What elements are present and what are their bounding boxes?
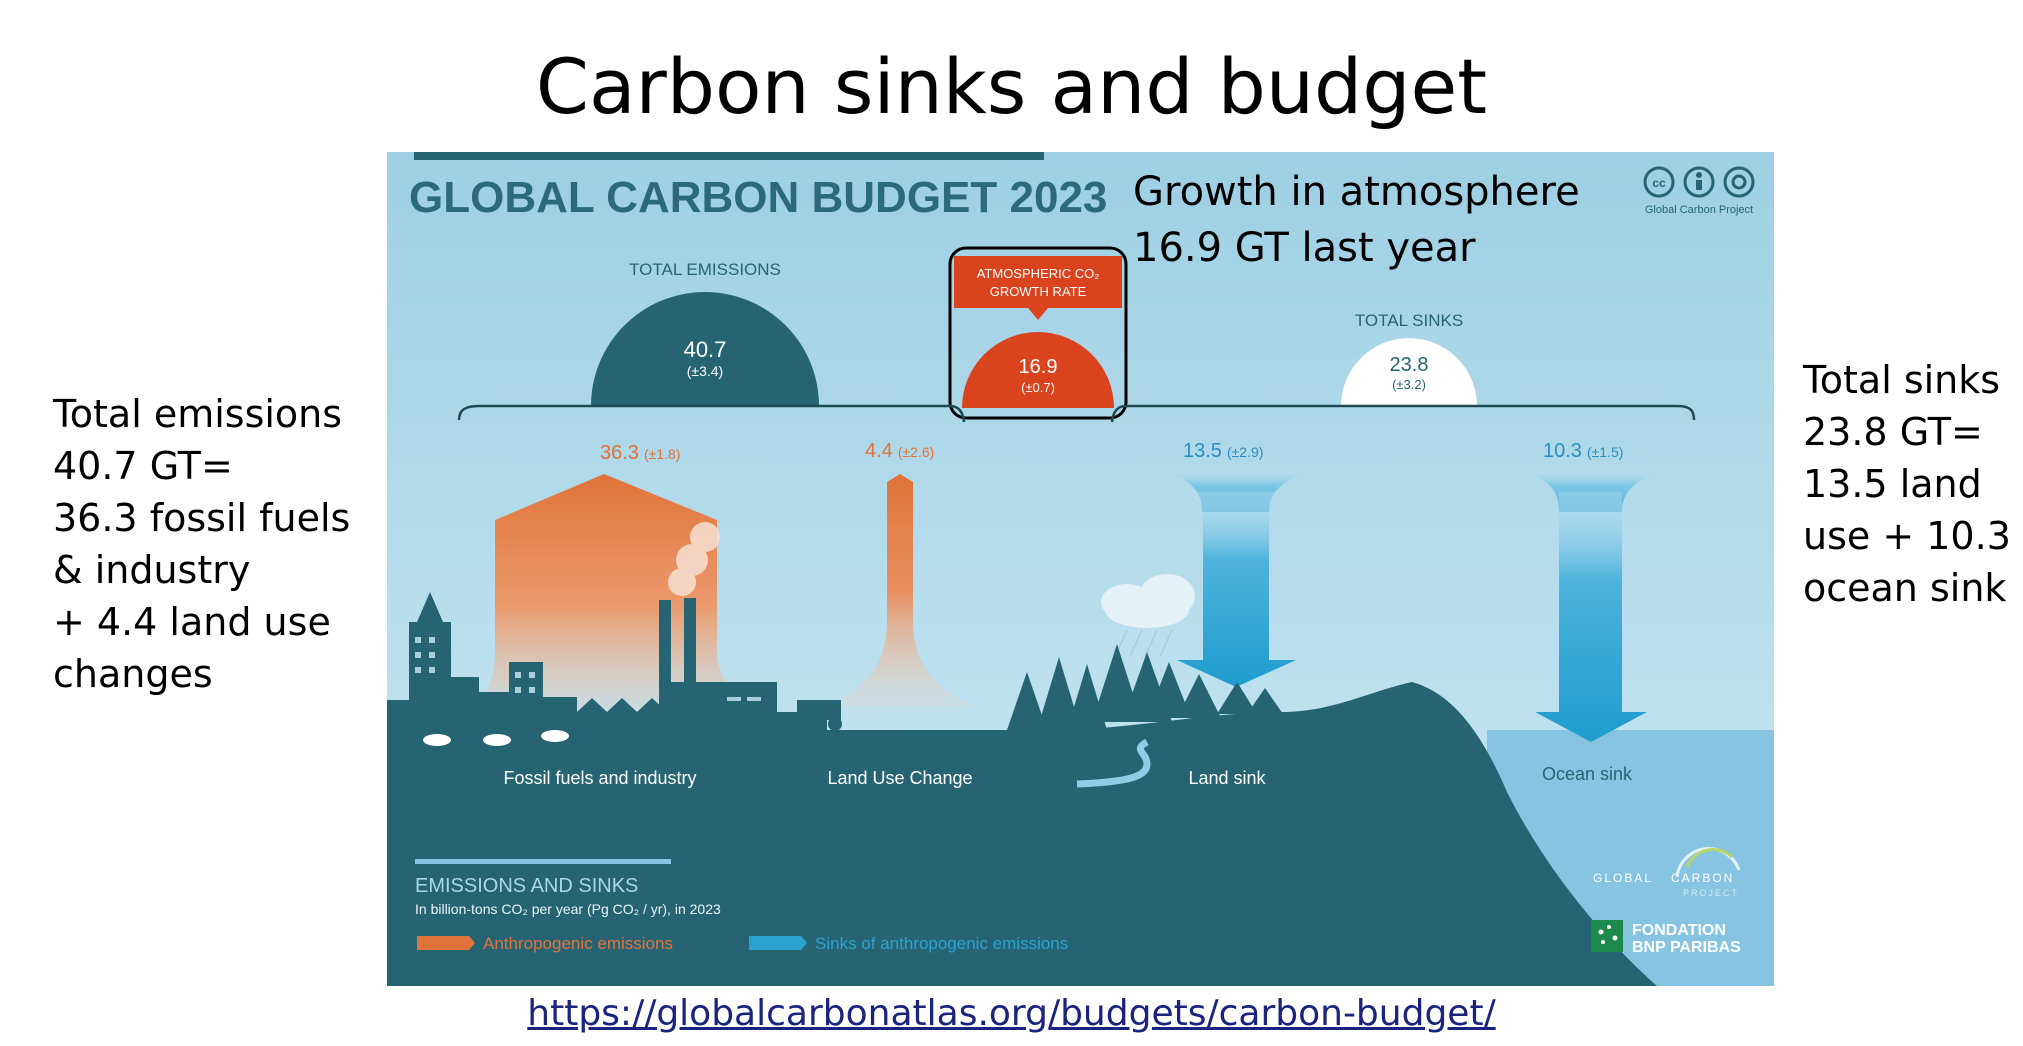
total-sinks-uncertainty: (±3.2) — [1392, 377, 1426, 392]
carbon-budget-infographic: GLOBAL CARBON BUDGET 2023 cc Global Carb… — [387, 152, 1774, 986]
land-sink-label: Land sink — [1188, 768, 1266, 788]
svg-text:PROJECT: PROJECT — [1683, 888, 1739, 898]
land-sink-value: 13.5 (±2.9) — [1183, 440, 1263, 462]
bnp-paribas-logo: FONDATION BNP PARIBAS — [1591, 920, 1741, 956]
total-sinks-note: Total sinks 23.8 GT= 13.5 land use + 10.… — [1803, 358, 2011, 610]
ground-area — [387, 682, 1657, 986]
legend-title: EMISSIONS AND SINKS — [415, 875, 638, 897]
total-emissions-uncertainty: (±3.4) — [687, 363, 723, 379]
budget-bracket-line — [457, 404, 1696, 421]
growth-rate-label-line1: ATMOSPHERIC CO₂ — [977, 266, 1100, 281]
global-carbon-project-logo: GLOBAL CARBON PROJECT — [1593, 847, 1741, 898]
emission-legend-label: Anthropogenic emissions — [483, 934, 673, 953]
tractor — [797, 700, 842, 731]
svg-text:BNP PARIBAS: BNP PARIBAS — [1632, 939, 1741, 956]
growth-rate-value: 16.9 — [1019, 356, 1058, 378]
growth-rate-pointer — [1028, 308, 1048, 320]
no-derivatives-icon — [1723, 166, 1755, 198]
cars — [423, 730, 569, 746]
heading-bar — [414, 152, 1044, 160]
svg-text:GLOBAL: GLOBAL — [1593, 871, 1653, 885]
attribution-icon — [1683, 166, 1715, 198]
growth-rate-label-box — [954, 256, 1122, 308]
total-emissions-note: Total emissions 40.7 GT= 36.3 fossil fue… — [53, 392, 351, 696]
svg-text:CARBON: CARBON — [1671, 871, 1734, 885]
emission-legend-swatch — [417, 936, 475, 950]
total-sinks-label: TOTAL SINKS — [1355, 311, 1463, 330]
river-shape — [1076, 738, 1151, 788]
total-sinks-value: 23.8 — [1390, 354, 1429, 376]
growth-rate-uncertainty: (±0.7) — [1021, 380, 1055, 395]
svg-text:FONDATION: FONDATION — [1632, 922, 1726, 939]
legend-subtitle: In billion-tons CO₂ per year (Pg CO₂ / y… — [415, 901, 721, 917]
total-emissions-label: TOTAL EMISSIONS — [629, 260, 781, 279]
smoke-plume — [668, 522, 720, 596]
infographic-heading: GLOBAL CARBON BUDGET 2023 — [409, 173, 1107, 222]
legend-bar — [415, 859, 671, 864]
growth-rate-dome — [962, 332, 1114, 408]
ocean-sink-value: 10.3 (±1.5) — [1543, 440, 1623, 462]
rain-cloud — [1101, 574, 1195, 658]
atmosphere-growth-note: Growth in atmosphere 16.9 GT last year — [1133, 169, 1580, 271]
total-emissions-dome — [591, 292, 819, 406]
ocean-sink-label: Ocean sink — [1542, 764, 1633, 784]
slide-title: Carbon sinks and budget — [535, 42, 1488, 131]
fossil-fuels-label: Fossil fuels and industry — [503, 768, 696, 788]
growth-rate-highlight-box — [948, 246, 1128, 420]
total-emissions-value: 40.7 — [684, 337, 727, 362]
svg-text:cc: cc — [1652, 176, 1666, 190]
land-use-change-value: 4.4 (±2.6) — [865, 440, 934, 462]
sink-legend-label: Sinks of anthropogenic emissions — [815, 934, 1068, 953]
cc-icon — [1643, 166, 1675, 198]
total-sinks-dome — [1341, 338, 1477, 406]
forest — [1007, 644, 1283, 730]
source-url-link[interactable]: https://globalcarbonatlas.org/budgets/ca… — [527, 993, 1496, 1034]
growth-rate-label-line2: GROWTH RATE — [990, 284, 1087, 299]
land-use-emission-arrow — [822, 474, 977, 707]
fossil-value: 36.3 (±1.8) — [600, 442, 680, 464]
ocean-sink-arrow — [1535, 492, 1647, 742]
sink-legend-swatch — [749, 936, 807, 950]
credit-text: Global Carbon Project — [1645, 204, 1753, 216]
land-sink-arrow — [1177, 492, 1296, 687]
license-icons: cc — [1643, 166, 1755, 198]
land-use-change-label: Land Use Change — [827, 768, 972, 788]
